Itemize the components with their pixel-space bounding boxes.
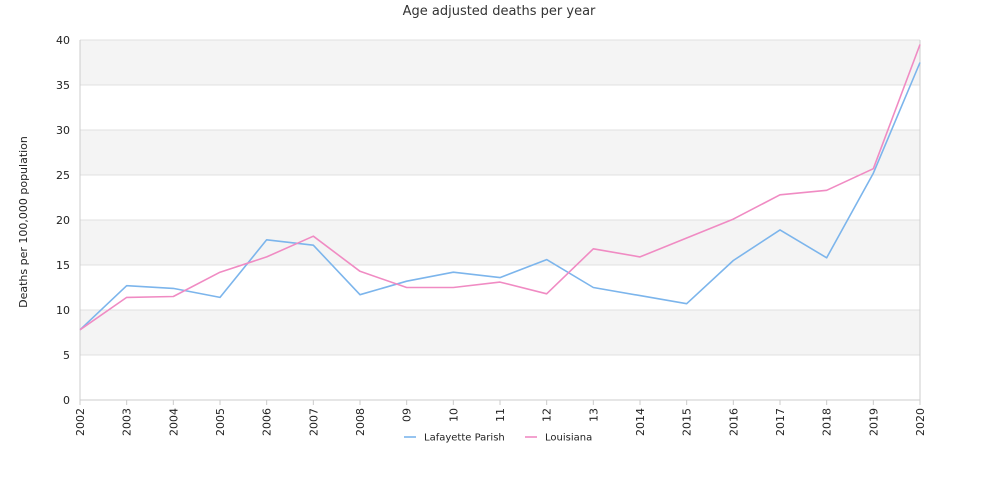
series-line-louisiana [79,44,921,331]
grid-band [80,310,920,355]
legend-item[interactable]: Lafayette Parish [404,433,505,444]
y-tick-label: 5 [63,349,70,362]
y-axis-ticks: 0 5 10 15 20 25 30 35 40 [56,34,70,407]
x-tick-label: 2017 [774,408,787,436]
x-tick-label: 2020 [914,408,927,436]
x-tick-label: 2018 [821,408,834,436]
x-tick-label: 2008 [354,408,367,436]
chart-title: Age adjusted deaths per year [403,4,596,19]
y-tick-label: 0 [63,394,70,407]
y-tick-label: 15 [56,259,70,272]
x-axis-ticks: 2002 2003 2004 2005 2006 2007 2008 09 10 11 12 13 20… [74,400,927,436]
y-tick-label: 35 [56,79,70,92]
x-tick-label: 2015 [681,408,694,436]
x-tick-label: 2016 [727,408,740,436]
x-tick-label: 2006 [261,408,274,436]
x-tick-label: 12 [541,408,554,422]
x-tick-label: 10 [447,408,460,422]
y-tick-label: 10 [56,304,70,317]
x-tick-label: 2019 [867,408,880,436]
grid-band [80,220,920,265]
y-tick-label: 25 [56,169,70,182]
x-tick-label: 11 [494,408,507,422]
x-tick-label: 2002 [74,408,87,436]
y-tick-label: 20 [56,214,70,227]
grid-band [80,40,920,85]
legend-label: Louisiana [545,433,592,444]
series-line-lafayette-parish [79,62,921,331]
series-lines [79,44,921,331]
x-tick-label: 2003 [121,408,134,436]
y-tick-label: 40 [56,34,70,47]
x-tick-label: 2004 [167,408,180,436]
legend-label: Lafayette Parish [424,433,505,444]
x-tick-label: 13 [587,408,600,422]
grid-band [80,130,920,175]
y-axis-label: Deaths per 100,000 population [17,136,30,308]
legend[interactable]: Lafayette Parish Louisiana [404,433,592,444]
y-tick-label: 30 [56,124,70,137]
x-tick-label: 2014 [634,408,647,436]
x-tick-label: 09 [401,408,414,422]
legend-item[interactable]: Louisiana [525,433,592,444]
x-tick-label: 2007 [307,408,320,436]
x-tick-label: 2005 [214,408,227,436]
